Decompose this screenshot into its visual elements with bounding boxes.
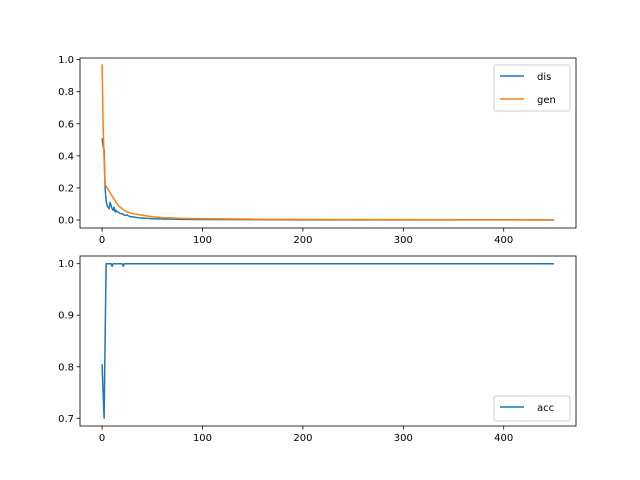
y-tick-label: 0.4 — [58, 151, 74, 162]
x-tick-label: 100 — [193, 235, 212, 246]
x-tick-label: 400 — [494, 433, 513, 444]
x-tick-label: 0 — [99, 235, 105, 246]
x-tick-label: 300 — [394, 235, 413, 246]
loss-axes: 0 100 200 300 400 0.0 0.2 0.4 0.6 0.8 1.0 dis gen — [58, 55, 577, 246]
x-tick-label: 0 — [99, 433, 105, 444]
y-tick-label: 1.0 — [58, 55, 74, 66]
x-tick-label: 100 — [193, 433, 212, 444]
legend-label-gen: gen — [537, 95, 556, 106]
legend-label-acc: acc — [537, 403, 554, 414]
y-tick-label: 0.8 — [58, 362, 74, 373]
y-tick-label: 0.6 — [58, 119, 74, 130]
y-tick-label: 0.2 — [58, 183, 74, 194]
y-tick-label: 0.9 — [58, 311, 74, 322]
axes-frame — [79, 57, 577, 229]
series-line-acc — [101, 262, 554, 420]
legend-label-dis: dis — [537, 72, 551, 83]
x-tick-label: 200 — [293, 235, 312, 246]
legend-box — [493, 64, 571, 112]
y-tick-label: 0.0 — [58, 215, 74, 226]
axes-frame — [79, 255, 577, 427]
accuracy-axes: 0 100 200 300 400 0.7 0.8 0.9 1.0 acc — [58, 255, 577, 444]
x-tick-label: 400 — [494, 235, 513, 246]
y-tick-label: 1.0 — [58, 259, 74, 270]
x-tick-label: 300 — [394, 433, 413, 444]
legend-box — [493, 395, 571, 422]
y-tick-label: 0.7 — [58, 414, 74, 425]
series-line-gen — [101, 64, 554, 221]
series-line-dis — [101, 138, 554, 221]
x-tick-label: 200 — [293, 433, 312, 444]
y-tick-label: 0.8 — [58, 87, 74, 98]
